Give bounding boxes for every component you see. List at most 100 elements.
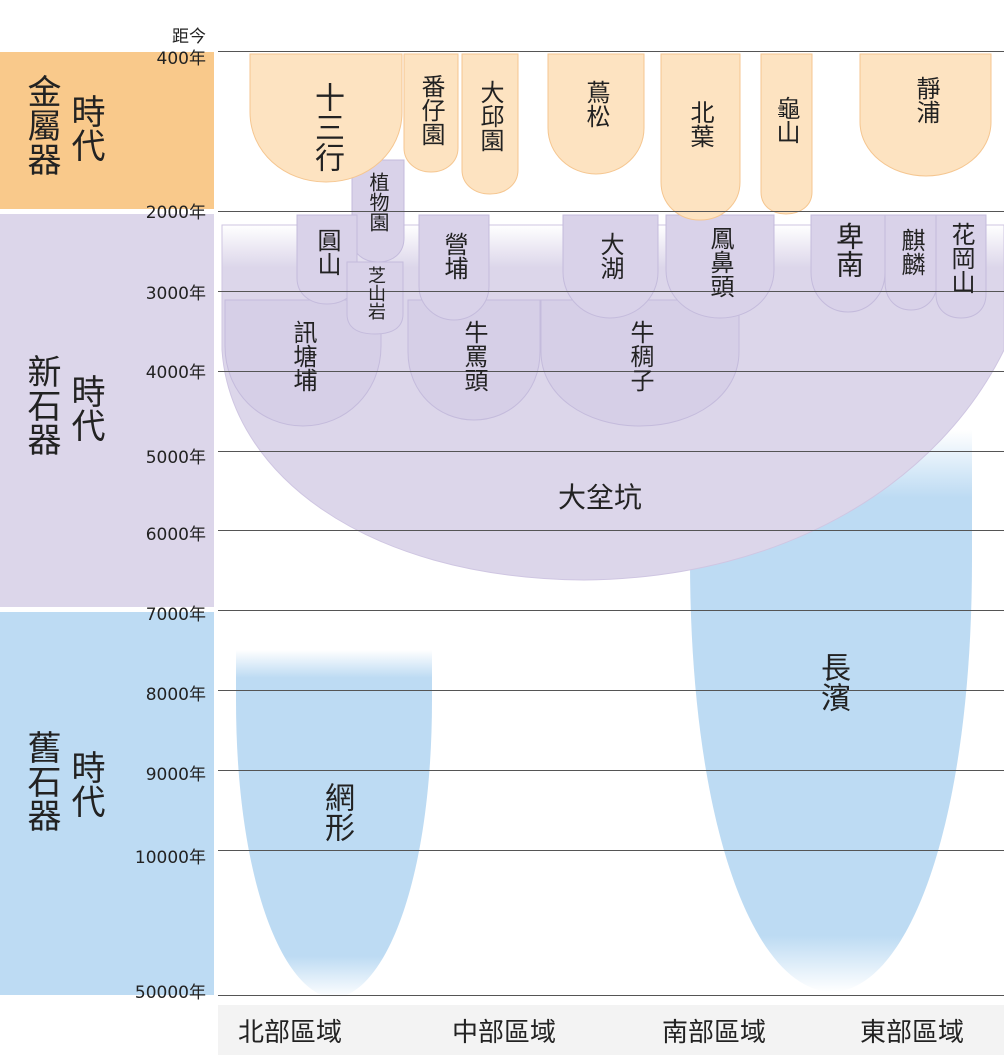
tick-label: 2000年 xyxy=(145,203,206,223)
site-huagangshan: 花岡山 xyxy=(944,222,978,294)
site-xuntangbu: 訊塘埔 xyxy=(286,320,320,392)
site-guishan: 龜山 xyxy=(769,96,803,144)
site-wangxing: 網形 xyxy=(316,782,356,842)
site-label: 長濱 xyxy=(815,652,850,712)
tick-label: 7000年 xyxy=(145,605,206,625)
site-label: 卑南 xyxy=(832,222,865,278)
site-niaosong: 蔦松 xyxy=(579,80,613,128)
era-metal-label: 金屬器 xyxy=(21,74,61,176)
site-niumatou: 牛罵頭 xyxy=(457,320,491,392)
neo-shape-fengbitou xyxy=(665,214,775,319)
tick-label: 3000年 xyxy=(145,284,206,304)
grid-line xyxy=(218,51,1004,52)
site-beiye: 北葉 xyxy=(683,100,717,148)
site-label: 營埔 xyxy=(440,232,468,280)
site-beinan: 卑南 xyxy=(829,222,867,278)
metal-shape-niaosong xyxy=(547,53,645,175)
paleo-shape-changbin xyxy=(690,430,972,992)
site-shisanhang: 十三行 xyxy=(306,82,346,172)
tick-label: 5000年 xyxy=(145,448,206,468)
site-label: 鳳鼻頭 xyxy=(706,226,734,298)
site-label: 花岡山 xyxy=(947,222,975,294)
tick-label: 10000年 xyxy=(134,848,206,868)
era-paleolithic-label: 舊石器 xyxy=(21,730,61,832)
site-label: 圓山 xyxy=(313,228,341,276)
site-fengbitou: 鳳鼻頭 xyxy=(703,226,737,298)
site-dahu: 大湖 xyxy=(593,232,627,280)
tick-label: 9000年 xyxy=(145,765,206,785)
region-axis xyxy=(218,1005,1004,1055)
site-daqiuyuan: 大邱園 xyxy=(473,80,507,152)
site-label: 番仔園 xyxy=(417,74,445,146)
grid-line xyxy=(218,451,1004,452)
tick-label: 8000年 xyxy=(145,685,206,705)
grid-line xyxy=(218,995,1004,996)
site-zhiwuyuan: 植物園 xyxy=(364,172,392,232)
site-dabenkeng: 大坌坑 xyxy=(500,476,700,516)
region-south: 南部區域 xyxy=(662,1018,767,1048)
site-label: 蔦松 xyxy=(582,80,610,128)
neo-shape-beinan xyxy=(810,214,886,313)
site-label: 牛罵頭 xyxy=(460,320,488,392)
era-neolithic-label: 新石器 xyxy=(21,354,61,456)
grid-line xyxy=(218,291,1004,292)
site-label: 大湖 xyxy=(596,232,624,280)
era-metal-sub: 時代 xyxy=(65,94,105,162)
site-label: 大邱園 xyxy=(476,80,504,152)
neo-shape-zhishanyan xyxy=(346,261,404,335)
site-label: 芝山岩 xyxy=(365,266,386,320)
site-label: 大坌坑 xyxy=(557,481,642,514)
neo-shape-xuntangbu xyxy=(224,299,382,427)
metal-shape-beiye xyxy=(660,53,741,221)
era-band-neolithic: 新石器 時代 xyxy=(0,214,214,607)
site-yuanshan: 圓山 xyxy=(310,228,344,276)
region-central: 中部區域 xyxy=(452,1018,557,1048)
metal-shape-guishan xyxy=(760,53,813,215)
grid-line xyxy=(218,211,1004,212)
paleo-shape-wangxing xyxy=(236,650,432,998)
site-zhishanyan: 芝山岩 xyxy=(363,266,387,320)
neo-shape-yingpu xyxy=(418,214,490,321)
site-label: 靜浦 xyxy=(912,76,940,124)
site-label: 麒麟 xyxy=(897,228,925,276)
era-neolithic-sub: 時代 xyxy=(65,374,105,442)
region-north: 北部區域 xyxy=(238,1018,343,1048)
metal-shape-shisanhang xyxy=(249,53,403,183)
site-qilin: 麒麟 xyxy=(894,228,928,276)
site-label: 牛稠子 xyxy=(626,320,654,392)
axis-header: 距今 xyxy=(172,27,206,47)
tick-label: 50000年 xyxy=(134,983,206,1003)
grid-line xyxy=(218,770,1004,771)
site-jingpu: 靜浦 xyxy=(909,76,943,124)
tick-label: 6000年 xyxy=(145,525,206,545)
metal-shape-fanziyuan xyxy=(403,53,459,173)
grid-line xyxy=(218,690,1004,691)
neo-shape-niuchouzi xyxy=(540,299,740,427)
tick-label: 400年 xyxy=(156,49,206,69)
grid-line xyxy=(218,610,1004,611)
site-changbin: 長濱 xyxy=(812,652,852,712)
site-niuchouzi: 牛稠子 xyxy=(623,320,657,392)
site-label: 北葉 xyxy=(686,100,714,148)
site-fanziyuan: 番仔園 xyxy=(414,74,448,146)
era-paleolithic-sub: 時代 xyxy=(65,750,105,818)
metal-shape-daqiuyuan xyxy=(461,53,519,195)
site-label: 龜山 xyxy=(772,96,800,144)
neo-shape-dahu xyxy=(562,214,659,319)
era-band-paleolithic: 舊石器 時代 xyxy=(0,612,214,995)
era-band-metal: 金屬器 時代 xyxy=(0,52,214,209)
tick-label: 4000年 xyxy=(145,363,206,383)
grid-line xyxy=(218,850,1004,851)
region-east: 東部區域 xyxy=(860,1018,965,1048)
neo-shape-niumatou xyxy=(407,299,541,421)
grid-line xyxy=(218,371,1004,372)
site-label: 網形 xyxy=(319,782,354,842)
site-yingpu: 營埔 xyxy=(437,232,471,280)
site-label: 訊塘埔 xyxy=(289,320,317,392)
site-label: 十三行 xyxy=(309,82,344,172)
metal-shape-jingpu xyxy=(859,53,992,177)
site-label: 植物園 xyxy=(366,172,390,232)
grid-line xyxy=(218,530,1004,531)
neo-shape-huagangshan xyxy=(935,214,987,319)
